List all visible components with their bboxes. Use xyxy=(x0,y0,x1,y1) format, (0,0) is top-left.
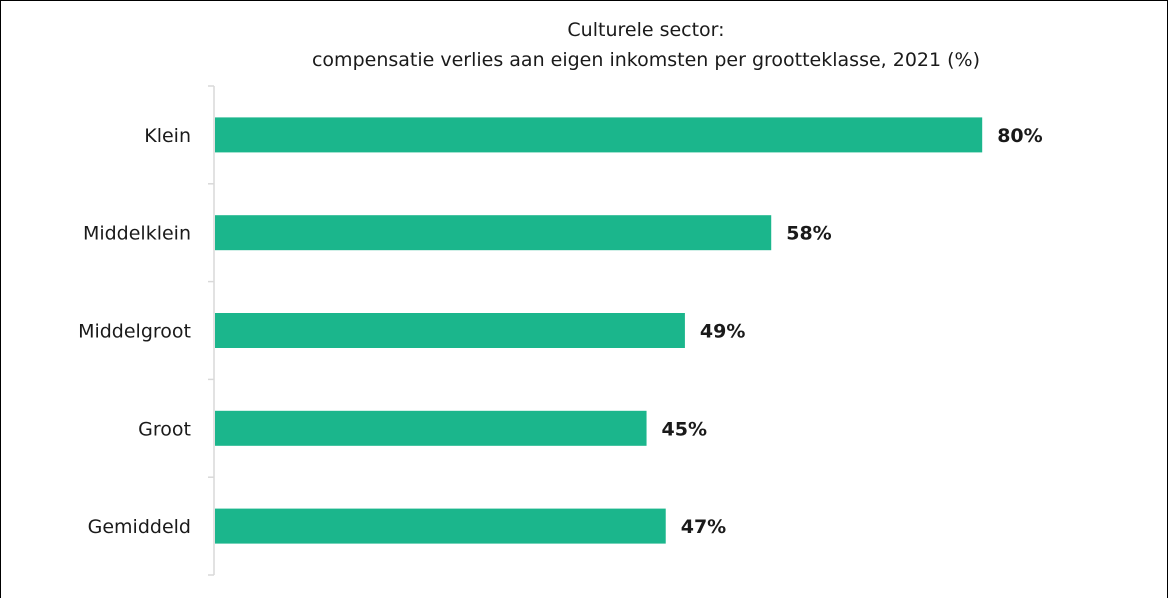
chart-title-block: Culturele sector: compensatie verlies aa… xyxy=(1,15,1168,75)
chart-subtitle: compensatie verlies aan eigen inkomsten … xyxy=(311,49,981,71)
bar xyxy=(215,508,666,544)
value-label: 45% xyxy=(662,418,707,440)
category-label: Gemiddeld xyxy=(88,516,191,538)
category-label: Klein xyxy=(144,125,191,147)
category-label: Middelgroot xyxy=(78,321,191,343)
value-label: 49% xyxy=(700,321,745,343)
category-label: Middelklein xyxy=(83,223,191,245)
chart-title: Culturele sector: xyxy=(567,19,725,41)
category-label: Groot xyxy=(138,418,191,440)
value-label: 47% xyxy=(681,516,726,538)
value-label: 80% xyxy=(997,125,1042,147)
value-label: 58% xyxy=(786,223,831,245)
bar xyxy=(215,215,772,251)
bar xyxy=(215,410,647,446)
bar xyxy=(215,117,983,153)
bar xyxy=(215,313,685,348)
